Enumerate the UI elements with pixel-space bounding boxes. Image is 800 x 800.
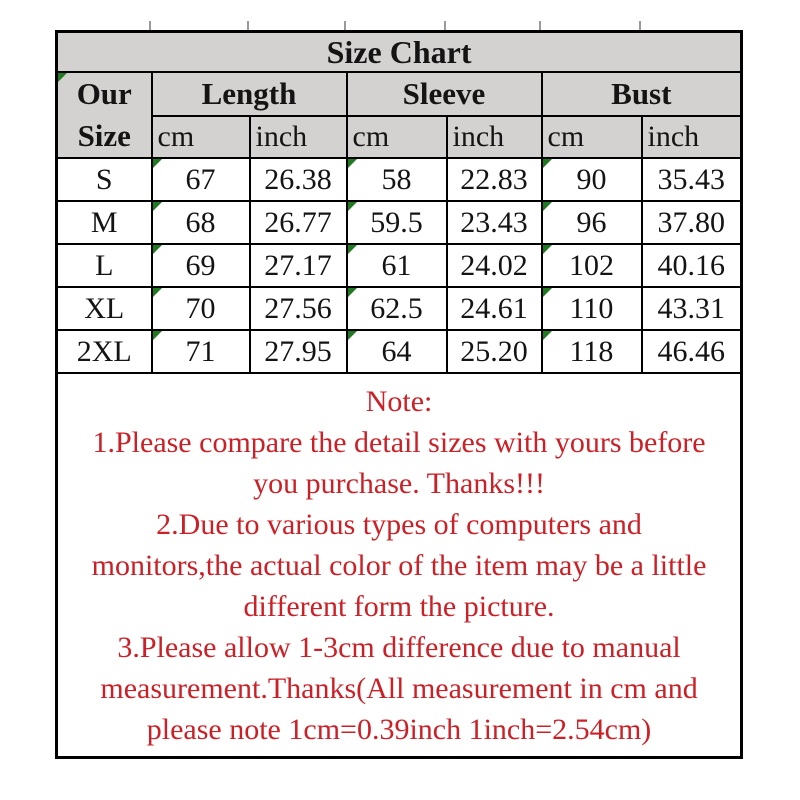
length-cm-value: 68 <box>150 200 251 245</box>
bust-cm-value: 96 <box>540 200 643 245</box>
note-line: 2.Due to various types of computers and <box>156 507 642 541</box>
sleeve-cm-value: 58 <box>345 157 448 202</box>
length-inch-value: 26.77 <box>248 200 348 245</box>
sleeve-inch-value: 25.20 <box>445 329 543 374</box>
bust-cm-value: 118 <box>540 329 643 374</box>
gridline-tick <box>444 21 446 30</box>
gridline-tick <box>344 21 346 30</box>
length-inch-value: 27.56 <box>248 286 348 331</box>
size-chart-table: Size Chart Our Size Length Sleeve Bust c… <box>55 30 744 759</box>
gridline-tick <box>247 21 249 30</box>
group-header-length: Length <box>150 71 348 117</box>
size-label: 2XL <box>55 329 153 374</box>
bust-inch-value: 37.80 <box>640 200 743 245</box>
length-cm-value: 67 <box>150 157 251 202</box>
unit-header-bust-inch: inch <box>640 114 743 159</box>
table-row-l: L 69 27.17 61 24.02 102 40.16 <box>55 243 743 288</box>
length-cm-value: 69 <box>150 243 251 288</box>
bust-inch-value: 46.46 <box>640 329 743 374</box>
bust-cm-value: 110 <box>540 286 643 331</box>
bust-inch-value: 40.16 <box>640 243 743 288</box>
unit-header-length-inch: inch <box>248 114 348 159</box>
note-line: 1.Please compare the detail sizes with y… <box>92 425 706 459</box>
unit-header-length-cm: cm <box>150 114 251 159</box>
table-row-m: M 68 26.77 59.5 23.43 96 37.80 <box>55 200 743 245</box>
length-inch-value: 26.38 <box>248 157 348 202</box>
bust-cm-value: 90 <box>540 157 643 202</box>
corner-header-our-size: Our Size <box>55 71 153 159</box>
table-title: Size Chart <box>55 30 743 73</box>
table-row-xl: XL 70 27.56 62.5 24.61 110 43.31 <box>55 286 743 331</box>
bust-inch-value: 35.43 <box>640 157 743 202</box>
gridline-tick <box>539 21 541 30</box>
size-label: M <box>55 200 153 245</box>
corner-header-line1: Our <box>76 76 132 111</box>
size-label: L <box>55 243 153 288</box>
gridline-tick <box>149 21 151 30</box>
unit-header-bust-cm: cm <box>540 114 643 159</box>
sleeve-inch-value: 24.61 <box>445 286 543 331</box>
note-line: 3.Please allow 1-3cm difference due to m… <box>117 630 681 664</box>
table-row-s: S 67 26.38 58 22.83 90 35.43 <box>55 157 743 202</box>
sleeve-cm-value: 59.5 <box>345 200 448 245</box>
note-line: different form the picture. <box>243 589 555 623</box>
length-inch-value: 27.95 <box>248 329 348 374</box>
length-inch-value: 27.17 <box>248 243 348 288</box>
note-line: monitors,the actual color of the item ma… <box>91 548 707 582</box>
sleeve-cm-value: 61 <box>345 243 448 288</box>
length-cm-value: 71 <box>150 329 251 374</box>
note-heading: Note: <box>365 384 433 418</box>
group-header-sleeve: Sleeve <box>345 71 543 117</box>
note-section: Note: 1.Please compare the detail sizes … <box>55 372 743 759</box>
group-header-bust: Bust <box>540 71 743 117</box>
unit-header-sleeve-cm: cm <box>345 114 448 159</box>
sleeve-inch-value: 22.83 <box>445 157 543 202</box>
size-label: S <box>55 157 153 202</box>
sleeve-cm-value: 62.5 <box>345 286 448 331</box>
corner-header-line2: Size <box>77 118 131 153</box>
note-line: please note 1cm=0.39inch 1inch=2.54cm) <box>146 712 652 746</box>
note-line: you purchase. Thanks!!! <box>253 466 545 500</box>
size-label: XL <box>55 286 153 331</box>
sleeve-cm-value: 64 <box>345 329 448 374</box>
table-row-2xl: 2XL 71 27.95 64 25.20 118 46.46 <box>55 329 743 374</box>
bust-cm-value: 102 <box>540 243 643 288</box>
note-line: measurement.Thanks(All measurement in cm… <box>100 671 698 705</box>
bust-inch-value: 43.31 <box>640 286 743 331</box>
unit-header-sleeve-inch: inch <box>445 114 543 159</box>
sleeve-inch-value: 24.02 <box>445 243 543 288</box>
gridline-tick <box>639 21 641 30</box>
sleeve-inch-value: 23.43 <box>445 200 543 245</box>
length-cm-value: 70 <box>150 286 251 331</box>
